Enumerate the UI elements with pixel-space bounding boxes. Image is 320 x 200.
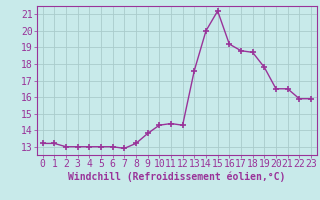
X-axis label: Windchill (Refroidissement éolien,°C): Windchill (Refroidissement éolien,°C) <box>68 172 285 182</box>
